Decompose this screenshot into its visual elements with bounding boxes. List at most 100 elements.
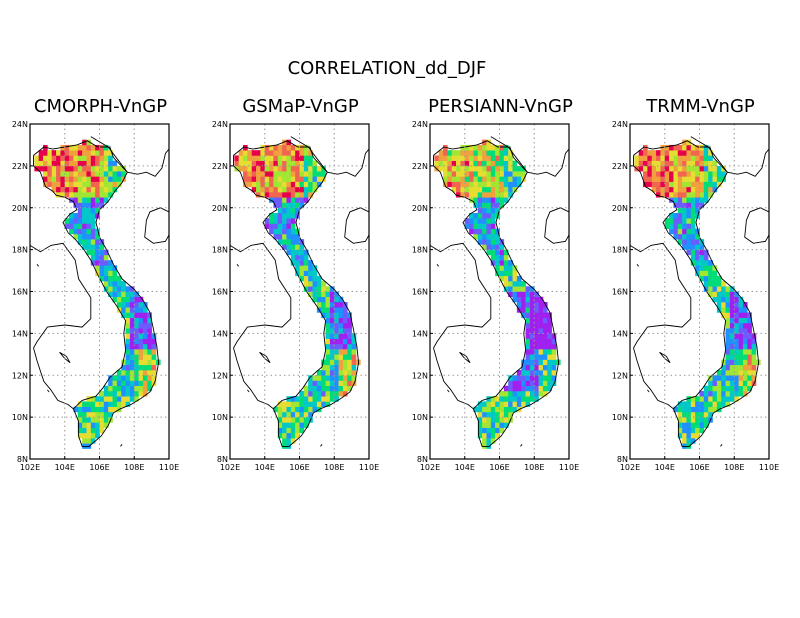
grid-cell xyxy=(738,370,744,376)
grid-cell xyxy=(90,417,96,423)
grid-cell xyxy=(290,438,296,444)
grid-cell xyxy=(303,406,309,413)
graticule xyxy=(230,124,369,459)
grid-cell xyxy=(299,411,305,418)
grid-cell xyxy=(534,343,539,350)
grid-cell xyxy=(703,181,709,188)
grid-cell xyxy=(499,406,505,413)
grid-cell xyxy=(473,150,479,156)
grid-cell xyxy=(499,249,505,256)
grid-cell xyxy=(503,186,509,193)
grid-cell xyxy=(695,176,700,182)
grid-cell xyxy=(521,171,526,177)
grid-cell xyxy=(129,296,135,303)
grid-cell xyxy=(734,301,739,308)
lat-tick-label: 8N xyxy=(417,455,428,464)
grid-cell xyxy=(729,380,735,387)
grid-cell xyxy=(290,197,296,203)
grid-cell xyxy=(529,349,535,355)
grid-cell xyxy=(347,343,352,350)
grid-cell xyxy=(699,181,705,188)
grid-cell xyxy=(547,338,552,345)
grid-cell xyxy=(260,171,266,177)
grid-cell xyxy=(82,197,87,203)
grid-cell xyxy=(295,165,300,172)
coastline xyxy=(430,136,569,447)
grid-cell xyxy=(121,301,126,308)
grid-cell xyxy=(329,359,335,366)
grid-cell xyxy=(47,176,53,182)
grid-cell xyxy=(495,165,500,172)
grid-cell xyxy=(103,281,109,287)
grid-cell xyxy=(690,422,696,428)
grid-cell xyxy=(499,427,505,434)
grid-cell xyxy=(90,249,96,256)
grid-cell xyxy=(516,286,522,292)
grid-cell xyxy=(125,349,131,355)
grid-cell xyxy=(325,296,331,303)
grid-cell xyxy=(469,144,474,151)
grid-cell xyxy=(295,144,300,151)
grid-cell xyxy=(82,155,87,161)
grid-cell xyxy=(90,260,96,266)
grid-cell xyxy=(712,270,718,277)
grid-cell xyxy=(99,155,105,161)
grid-cell xyxy=(551,375,557,381)
grid-cell xyxy=(247,181,253,188)
grid-cell xyxy=(312,160,318,167)
lat-tick-label: 16N xyxy=(212,288,228,297)
grid-cell xyxy=(269,171,274,177)
grid-cell xyxy=(282,239,287,245)
grid-cell xyxy=(64,150,70,156)
grid-cell xyxy=(521,281,526,287)
grid-cell xyxy=(686,233,692,240)
grid-cell xyxy=(547,359,552,366)
grid-cell xyxy=(82,233,87,240)
grid-cell xyxy=(534,322,539,329)
grid-cell xyxy=(690,212,696,219)
grid-cell xyxy=(490,212,496,219)
grid-cell xyxy=(534,301,539,308)
grid-cell xyxy=(290,260,296,266)
grid-cell xyxy=(312,380,318,387)
grid-cell xyxy=(56,171,61,177)
grid-cell xyxy=(295,207,300,214)
grid-cell xyxy=(116,181,122,188)
grid-cell xyxy=(142,312,148,318)
grid-cell xyxy=(551,364,557,371)
grid-cell xyxy=(499,197,505,203)
grid-cell xyxy=(434,155,439,161)
grid-cell xyxy=(90,207,96,214)
grid-cell xyxy=(469,228,474,235)
grid-cell xyxy=(273,223,279,229)
grid-cell xyxy=(308,275,313,282)
grid-cell xyxy=(251,155,257,161)
grid-cell xyxy=(738,385,744,392)
grid-cell xyxy=(299,270,305,277)
grid-cell xyxy=(686,197,692,203)
grid-cell xyxy=(121,380,126,387)
grid-cell xyxy=(542,370,548,376)
grid-cell xyxy=(121,171,126,177)
grid-cell xyxy=(690,223,696,229)
grid-cell xyxy=(725,375,731,381)
grid-cell xyxy=(456,155,461,161)
grid-cell xyxy=(490,181,496,188)
grid-cell xyxy=(673,181,679,188)
grid-cell xyxy=(747,322,752,329)
grid-cell xyxy=(116,165,122,172)
grid-cell xyxy=(512,396,518,402)
grid-cell xyxy=(138,364,144,371)
grid-cell xyxy=(651,171,657,177)
grid-cell xyxy=(86,422,92,428)
grid-cell xyxy=(708,380,713,387)
grid-cell xyxy=(486,239,492,245)
grid-cell xyxy=(347,322,352,329)
grid-cell xyxy=(721,307,726,313)
grid-cell xyxy=(512,186,518,193)
grid-cell xyxy=(103,144,109,151)
grid-cell xyxy=(86,239,92,245)
lon-tick-label: 104E xyxy=(255,463,275,472)
grid-cell xyxy=(303,144,309,151)
grid-cell xyxy=(77,176,83,182)
